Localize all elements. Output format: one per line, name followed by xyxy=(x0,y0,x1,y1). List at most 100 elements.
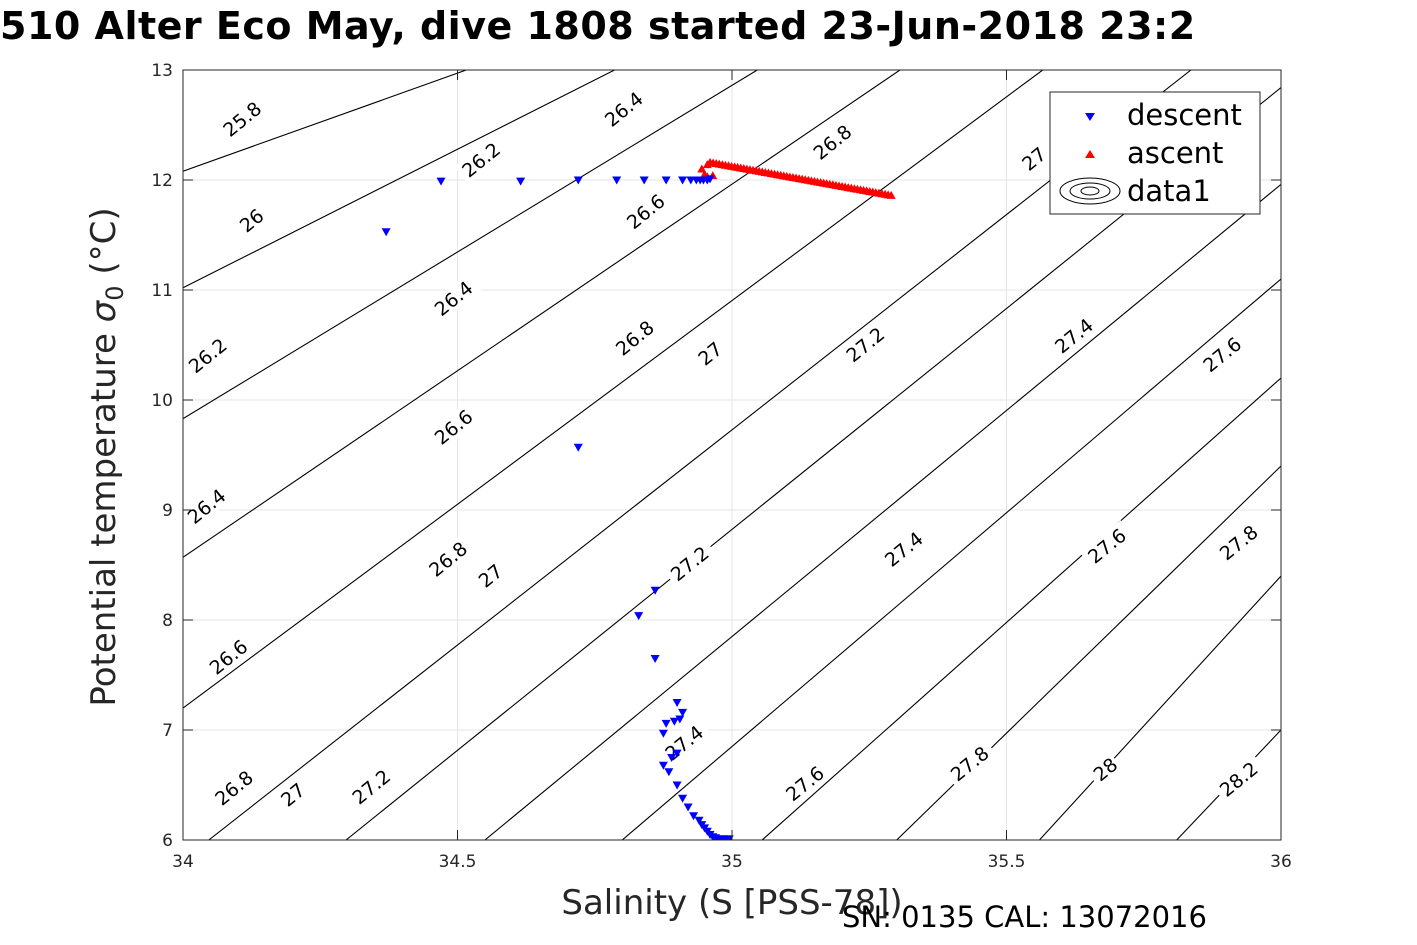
legend-box xyxy=(1049,91,1261,215)
contour-label-bg xyxy=(597,83,652,134)
x-tick-label: 34.5 xyxy=(439,852,477,872)
descent-point xyxy=(694,816,704,825)
contour-label-bg xyxy=(1080,520,1135,571)
descent-point xyxy=(381,228,391,237)
ascent-point xyxy=(697,164,707,173)
isopycnal-25.8 xyxy=(183,70,467,172)
x-axis-label: Salinity (S [PSS-78]) xyxy=(561,883,902,923)
isopycnal-28 xyxy=(1039,575,1281,840)
isopycnal-26 xyxy=(183,70,615,289)
isopycnal-27.2 xyxy=(484,183,1281,840)
y-tick-label: 6 xyxy=(162,831,173,851)
contour-label-bg xyxy=(181,329,236,380)
y-tick-label: 12 xyxy=(151,171,173,191)
legend-data1-label: data1 xyxy=(1127,174,1211,208)
descent-point xyxy=(650,655,660,663)
isopycnal-26.8 xyxy=(208,70,1192,840)
contour-label-bg xyxy=(608,312,663,363)
contour-label-bg xyxy=(207,762,262,813)
x-tick-label: 34 xyxy=(172,852,194,872)
x-tick-label: 35.5 xyxy=(988,852,1026,872)
y-axis-ticks: 6 7 8 9 10 11 12 13 xyxy=(151,61,1281,851)
footer-serial-cal: SN: 0135 CAL: 13072016 xyxy=(842,900,1207,934)
contour-label-bg xyxy=(421,533,476,584)
ascent-point xyxy=(886,190,896,199)
isopycnal-26.6 xyxy=(183,70,1044,709)
descent-point xyxy=(667,754,677,762)
legend-contour-icon xyxy=(1059,177,1121,205)
legend: descent ascent data1 xyxy=(1049,91,1261,215)
legend-descent-marker xyxy=(1085,113,1095,121)
contour-label-bg xyxy=(232,203,270,240)
contour-label-bg xyxy=(470,558,509,595)
x-tick-label: 36 xyxy=(1270,852,1292,872)
descent-point xyxy=(650,586,660,595)
descent-point xyxy=(672,699,682,707)
descent-point xyxy=(669,717,679,726)
contour-label-bg xyxy=(215,93,270,144)
contour-label-bg xyxy=(663,537,718,588)
contour-label-bg xyxy=(344,761,399,812)
descent-point xyxy=(573,176,583,185)
legend-ascent-label: ascent xyxy=(1127,136,1223,170)
descent-point xyxy=(612,176,622,185)
descent-point xyxy=(672,749,682,758)
contour-label-bg xyxy=(1212,516,1267,567)
isopycnal-26.4 xyxy=(183,70,901,558)
descent-point xyxy=(705,175,715,184)
contour-label-bg xyxy=(273,777,311,814)
descent-point xyxy=(516,177,526,186)
density-contours xyxy=(183,70,1281,840)
legend-descent-label: descent xyxy=(1127,98,1242,132)
descent-point xyxy=(436,177,446,186)
y-tick-label: 9 xyxy=(162,501,173,521)
descent-point xyxy=(664,768,674,777)
descent-point xyxy=(658,729,668,738)
x-tick-label: 35 xyxy=(721,852,743,872)
descent-point xyxy=(672,781,682,790)
contour-label-bg xyxy=(805,116,861,167)
y-tick-label: 11 xyxy=(151,281,173,301)
contour-label-bg xyxy=(1014,141,1052,178)
descent-point xyxy=(661,719,671,728)
descent-point xyxy=(675,715,685,724)
isopycnal-26.2 xyxy=(183,70,758,420)
descent-point xyxy=(658,761,668,770)
contour-label-bg xyxy=(454,134,509,185)
isopycnal-27.4 xyxy=(621,278,1281,840)
y-tick-label: 10 xyxy=(151,391,173,411)
y-tick-label: 8 xyxy=(162,611,173,631)
descent-point xyxy=(639,176,649,185)
y-axis-label: Potential temperature σ0 (°C) xyxy=(84,207,129,706)
contour-label-bg xyxy=(690,336,728,373)
descent-point xyxy=(683,803,693,812)
x-axis-ticks: 34 34.5 35 35.5 36 xyxy=(172,70,1292,872)
contour-label-bg xyxy=(1047,310,1102,361)
legend-ascent-marker xyxy=(1085,150,1095,158)
y-tick-label: 7 xyxy=(162,721,173,741)
isopycnal-27.6 xyxy=(761,377,1281,840)
ascent-point xyxy=(702,160,712,169)
contour-label-bg xyxy=(943,738,998,788)
contour-label-bg xyxy=(877,523,932,574)
contour-label-bg xyxy=(426,272,482,323)
contour-label-bg xyxy=(1212,753,1267,804)
descent-point xyxy=(689,812,699,821)
descent-point xyxy=(678,794,688,803)
contour-label-bg xyxy=(778,757,833,808)
descent-point xyxy=(678,708,688,717)
contour-label-bg xyxy=(619,185,674,236)
descent-point xyxy=(573,443,583,452)
contour-label-bg xyxy=(179,480,235,531)
descent-series xyxy=(381,175,734,840)
descent-point xyxy=(634,612,644,621)
contour-label-bg xyxy=(1085,751,1123,788)
contour-label-bg xyxy=(1195,328,1250,379)
y-tick-label: 13 xyxy=(151,61,173,81)
contour-label-bg xyxy=(426,401,482,452)
descent-point xyxy=(661,176,671,185)
chart-title: 510 Alter Eco May, dive 1808 started 23-… xyxy=(0,4,1196,48)
contour-label-bg xyxy=(201,631,257,682)
